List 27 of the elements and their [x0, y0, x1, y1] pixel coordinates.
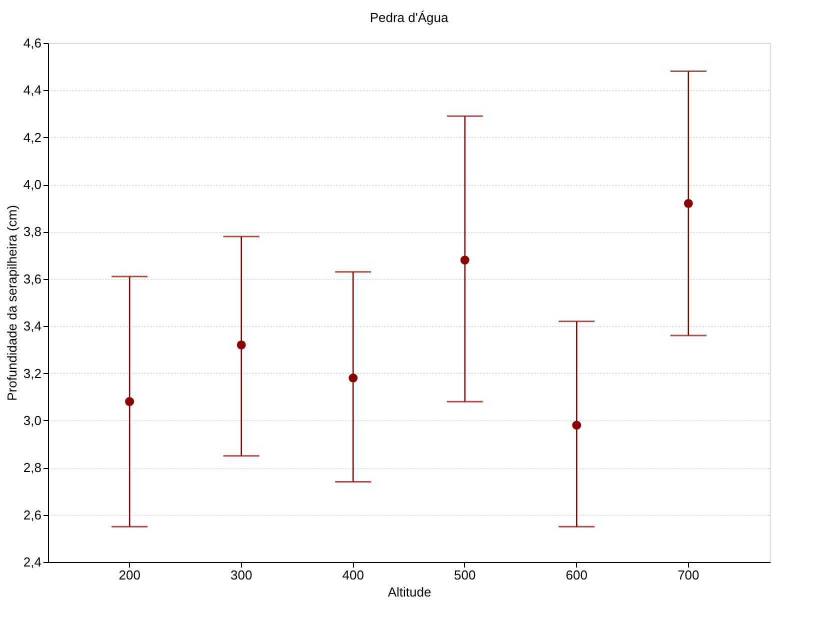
point [125, 397, 134, 406]
y-tick-label: 2,4 [23, 554, 42, 570]
y-tick-label: 3,8 [23, 224, 42, 240]
x-axis-title: Altitude [388, 584, 432, 600]
x-tick-label: 300 [230, 568, 252, 582]
y-tick-label: 4,2 [23, 130, 42, 145]
point [348, 374, 358, 382]
y-axis-title: Profundidade da serapilheira (cm) [4, 205, 20, 401]
x-tick-label: 400 [342, 568, 364, 582]
point [236, 340, 246, 350]
x-tick-label: 700 [678, 568, 700, 582]
y-tick-label: 2,8 [23, 460, 42, 476]
point [460, 256, 470, 264]
x-tick-label: 500 [454, 568, 476, 582]
y-tick-label: 2,6 [23, 507, 42, 522]
y-tick-label: 3,6 [23, 271, 42, 286]
y-tick-label: 3,2 [23, 366, 42, 381]
y-tick-label: 3,4 [23, 318, 42, 334]
y-tick-label: 4,4 [23, 82, 42, 98]
point [684, 198, 693, 208]
y-tick-label: 3,0 [23, 412, 42, 428]
x-tick-label: 200 [118, 568, 140, 582]
x-tick-label: 600 [566, 568, 588, 582]
y-tick-label: 4,6 [23, 36, 42, 50]
chart-title: Pedra d'Água [370, 10, 449, 25]
y-tick-label: 4,0 [23, 177, 42, 192]
point [572, 420, 582, 430]
